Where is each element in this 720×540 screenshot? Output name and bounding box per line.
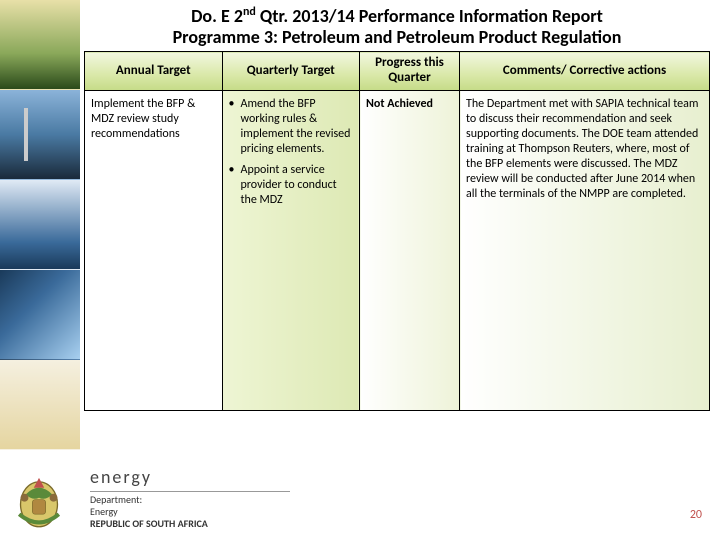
department-block: energy Department: Energy REPUBLIC OF SO… [90,467,290,530]
dept-label: Department: [90,494,290,506]
sidebar-image-strip [0,0,80,540]
title-part2: Programme 3: Petroleum and Petroleum Pro… [173,26,622,48]
quarterly-item: Amend the BFP working rules & implement … [229,97,354,157]
table-header-row: Annual Target Quarterly Target Progress … [85,52,710,91]
th-comments: Comments/ Corrective actions [460,52,710,91]
brand-text: energy [90,467,290,489]
cell-quarterly: Amend the BFP working rules & implement … [222,91,360,411]
sidebar-img-light [0,360,80,450]
divider [90,491,290,492]
title-part1: Do. E 2 [191,5,243,27]
sidebar-img-solar [0,180,80,270]
cell-comments: The Department met with SAPIA technical … [460,91,710,411]
page-number: 20 [690,508,702,522]
cell-annual: Implement the BFP & MDZ review study rec… [85,91,223,411]
title-part1b: Qtr. 2013/14 Performance Information Rep… [256,5,603,27]
title-sup: nd [243,5,256,19]
table-row: Implement the BFP & MDZ review study rec… [85,91,710,411]
coat-of-arms-icon [6,468,72,534]
cell-progress: Not Achieved [360,91,460,411]
page-title: Do. E 2nd Qtr. 2013/14 Performance Infor… [84,6,710,47]
th-quarterly: Quarterly Target [222,52,360,91]
quarterly-list: Amend the BFP working rules & implement … [229,97,354,208]
footer: energy Department: Energy REPUBLIC OF SO… [0,460,720,540]
performance-table: Annual Target Quarterly Target Progress … [84,51,710,411]
republic-text: REPUBLIC OF SOUTH AFRICA [90,518,290,530]
th-progress: Progress this Quarter [360,52,460,91]
sidebar-img-windturbine [0,90,80,180]
sidebar-img-grass [0,0,80,90]
quarterly-item: Appoint a service provider to conduct th… [229,163,354,208]
main-content: Do. E 2nd Qtr. 2013/14 Performance Infor… [80,0,720,540]
sidebar-img-bulb [0,270,80,360]
th-annual: Annual Target [85,52,223,91]
